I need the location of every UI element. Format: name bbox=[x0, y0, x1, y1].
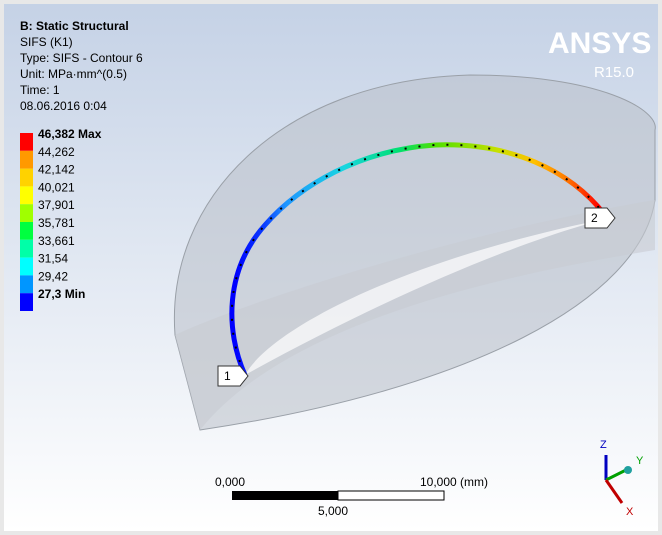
scale-black bbox=[232, 491, 338, 500]
triad-ball bbox=[624, 466, 632, 474]
legend-label: 44,262 bbox=[38, 145, 75, 159]
legend-label: 27,3 Min bbox=[38, 287, 85, 301]
scale-start: 0,000 bbox=[215, 475, 245, 489]
legend-label: 31,54 bbox=[38, 252, 68, 266]
header-line: Type: SIFS - Contour 6 bbox=[20, 51, 143, 65]
legend-swatch bbox=[20, 258, 33, 276]
version: R15.0 bbox=[594, 64, 634, 81]
triad-y: Y bbox=[636, 455, 644, 467]
legend-label: 37,901 bbox=[38, 198, 75, 212]
triad-x: X bbox=[626, 506, 634, 518]
logo: ANSYS bbox=[548, 27, 651, 60]
legend-swatch bbox=[20, 186, 33, 204]
legend-label: 40,021 bbox=[38, 180, 75, 194]
header-line: B: Static Structural bbox=[20, 19, 129, 33]
legend-swatch bbox=[20, 222, 33, 240]
viewport: 1 2 B: Static Structural SIFS (K1) Type: S… bbox=[0, 0, 662, 535]
probe-label: 1 bbox=[224, 369, 231, 383]
triad-z: Z bbox=[600, 439, 607, 451]
header-line: Unit: MPa·mm^(0.5) bbox=[20, 67, 127, 81]
legend-label: 46,382 Max bbox=[38, 127, 102, 141]
header-line: 08.06.2016 0:04 bbox=[20, 99, 107, 113]
legend-swatch bbox=[20, 204, 33, 222]
header-line: SIFS (K1) bbox=[20, 35, 73, 49]
legend-swatch bbox=[20, 151, 33, 169]
legend-swatch bbox=[20, 133, 33, 151]
scale-end: 10,000 (mm) bbox=[420, 475, 488, 489]
legend-swatch bbox=[20, 275, 33, 293]
scene: 1 2 B: Static Structural SIFS (K1) Type: S… bbox=[0, 0, 662, 535]
legend-swatch bbox=[20, 293, 33, 311]
legend-swatch bbox=[20, 240, 33, 258]
legend-label: 42,142 bbox=[38, 163, 75, 177]
header-line: Time: 1 bbox=[20, 83, 60, 97]
legend-label: 35,781 bbox=[38, 216, 75, 230]
scale-middle: 5,000 bbox=[318, 504, 348, 518]
legend-swatch bbox=[20, 169, 33, 187]
probe-label: 2 bbox=[591, 211, 598, 225]
legend-label: 29,42 bbox=[38, 269, 68, 283]
scale-white bbox=[338, 491, 444, 500]
legend-label: 33,661 bbox=[38, 234, 75, 248]
